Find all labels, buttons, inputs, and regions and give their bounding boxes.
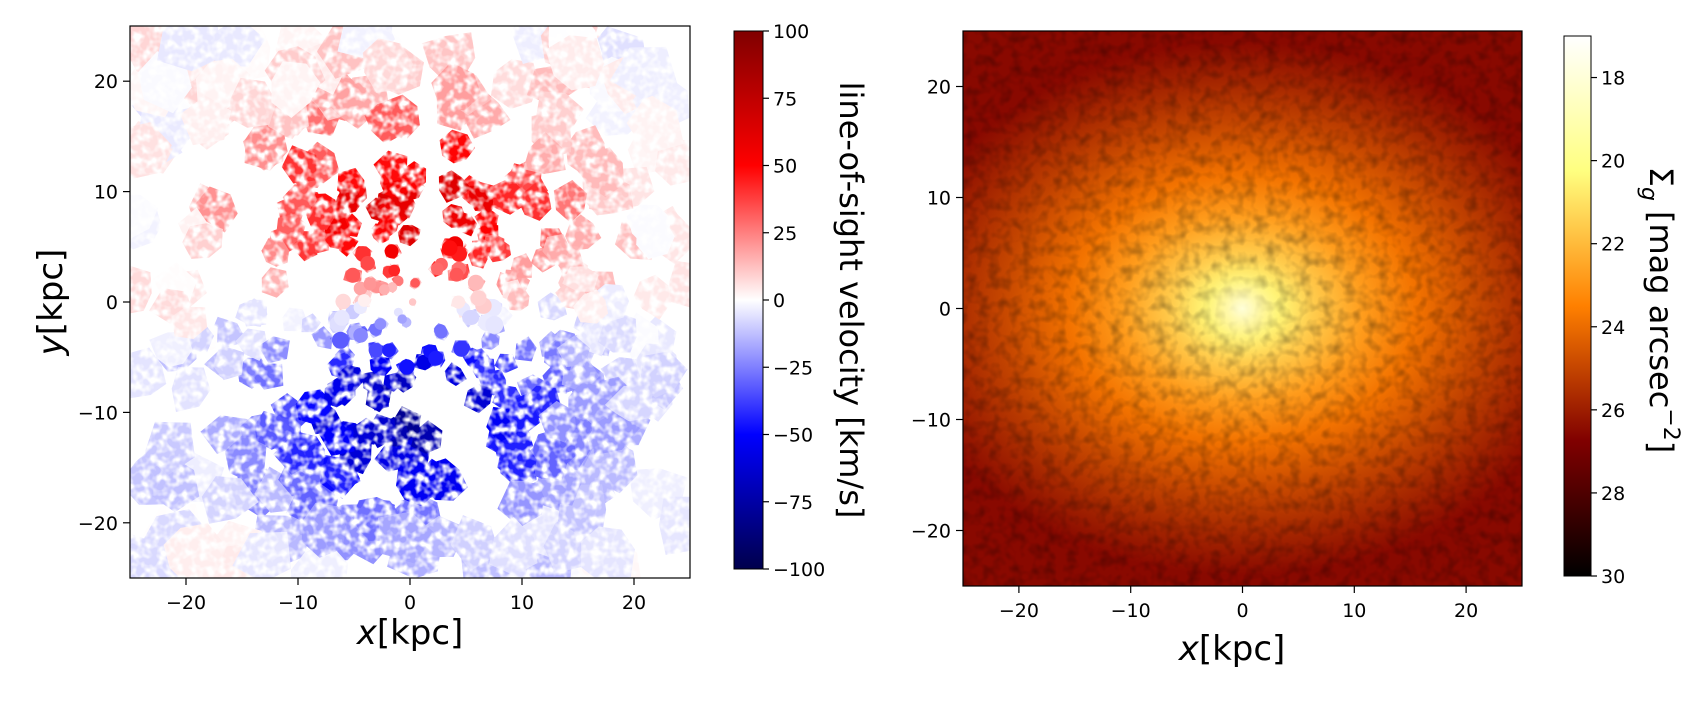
colorbar-tick-label: −100 [773,559,825,581]
x-tick-label: 20 [1454,600,1478,622]
velocity-map-x-ticks: −20 −10 0 10 20 [166,578,646,614]
x-tick-label: 10 [1342,600,1366,622]
y-tick-label: −10 [78,402,118,424]
colorbar-tick-label: −50 [773,425,813,447]
voronoi-bin [428,350,444,366]
voronoi-bin [382,343,396,358]
colorbar-tick-label: −75 [773,492,813,514]
voronoi-bin [485,315,504,334]
colorbar-tick-label: 100 [773,21,809,43]
colorbar-tick-label: 30 [1601,566,1625,588]
velocity-map-image [130,26,690,578]
voronoi-bin [332,331,349,349]
voronoi-bin [451,295,466,309]
y-tick-label: 0 [106,292,118,314]
velocity-colorbar-label: line-of-sight velocity [km/s] [832,82,870,519]
brightness-colorbar-label: Σg[mag arcsec−2] [1636,167,1683,453]
voronoi-bin [360,256,375,271]
velocity-map-y-label: y[kpc] [31,249,71,357]
brightness-map-panel: −20 −10 0 10 20 −20 −10 0 10 20 x[kpc] 18 20 22 24 2… [911,30,1683,669]
voronoi-bin [387,282,398,293]
voronoi-bin [333,310,350,326]
y-tick-label: 20 [927,77,951,99]
voronoi-bin [435,326,448,339]
colorbar-tick-label: 0 [773,290,785,312]
brightness-map-y-ticks: −20 −10 0 10 20 [911,77,963,543]
voronoi-bin [388,264,401,277]
x-tick-label: 20 [622,592,646,614]
voronoi-bin [453,341,470,357]
galaxy-core [1182,258,1303,359]
voronoi-bin [441,240,458,256]
x-tick-label: 0 [1236,600,1248,622]
voronoi-bin [408,298,417,306]
colorbar-tick-label: 50 [773,156,797,178]
colorbar-tick-label: 18 [1601,68,1625,90]
colorbar-tick-label: 20 [1601,151,1625,173]
voronoi-bin [374,318,387,330]
voronoi-bin [397,314,407,324]
colorbar-tick-label: 24 [1601,317,1625,339]
velocity-map-x-label: x[kpc] [356,613,464,653]
voronoi-bin [384,244,399,259]
x-tick-label: −20 [166,592,206,614]
velocity-colorbar [733,30,764,570]
voronoi-bin [393,275,404,286]
voronoi-bin [399,359,415,375]
x-tick-label: −10 [278,592,318,614]
voronoi-bin [393,307,403,317]
voronoi-bin [416,354,432,370]
voronoi-bin [449,267,464,282]
x-tick-label: −20 [999,600,1039,622]
colorbar-tick-label: 28 [1601,483,1625,505]
y-tick-label: 10 [927,188,951,210]
y-tick-label: −10 [911,410,951,432]
voronoi-bin [470,290,487,307]
brightness-colorbar-ticks: 18 20 22 24 26 28 30 [1591,68,1625,588]
voronoi-bin [363,277,377,291]
voronoi-bin [353,328,368,343]
voronoi-bin [345,267,361,283]
voronoi-bin [357,294,371,307]
colorbar-tick-label: 75 [773,88,797,110]
voronoi-bin [379,284,390,295]
y-tick-label: 20 [94,71,118,93]
voronoi-bin [464,310,480,325]
brightness-map-image [963,31,1522,586]
voronoi-bin [467,274,484,291]
y-tick-label: 10 [94,182,118,204]
voronoi-bin [410,278,421,288]
x-tick-label: 10 [510,592,534,614]
y-tick-label: −20 [78,513,118,535]
y-tick-label: −20 [911,521,951,543]
colorbar-tick-label: −25 [773,357,813,379]
voronoi-bin [431,262,444,276]
x-tick-label: −10 [1111,600,1151,622]
colorbar-tick-label: 22 [1601,234,1625,256]
brightness-colorbar [1563,35,1592,577]
voronoi-bin [368,343,384,358]
brightness-map-x-label: x[kpc] [1178,629,1286,669]
colorbar-tick-label: 26 [1601,400,1625,422]
y-tick-label: 0 [939,299,951,321]
velocity-map-y-ticks: −20 −10 0 10 20 [78,71,130,535]
x-tick-label: 0 [404,592,416,614]
colorbar-tick-label: 25 [773,223,797,245]
velocity-colorbar-ticks: 100 75 50 25 0 −25 −50 −75 −100 [763,21,825,581]
voronoi-bin [335,293,351,310]
brightness-map-x-ticks: −20 −10 0 10 20 [999,586,1478,622]
